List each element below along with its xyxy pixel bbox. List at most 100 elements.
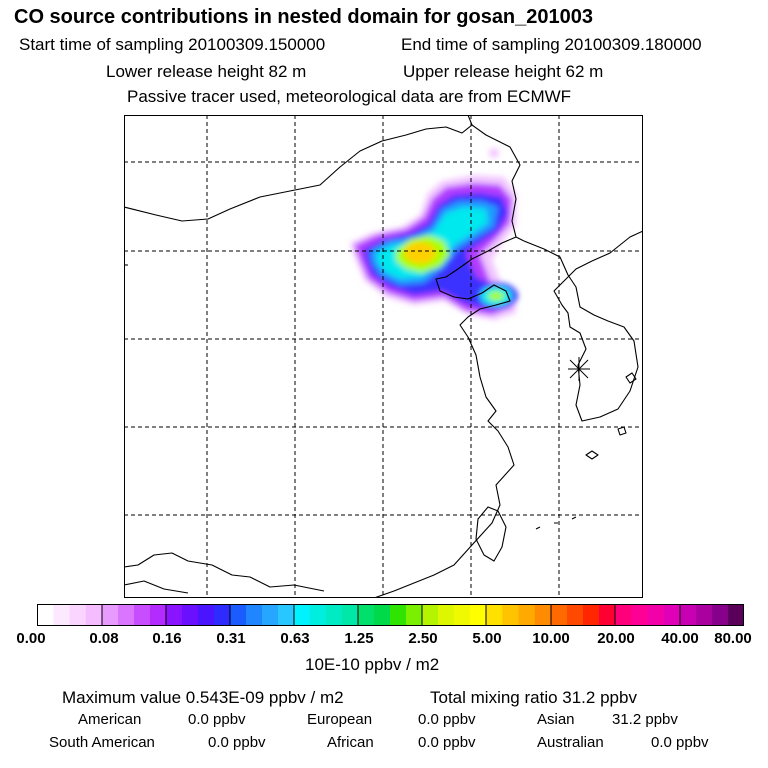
colorbar-swatch (102, 604, 119, 626)
colorbar-swatch (182, 604, 199, 626)
colorbar-label: 0.08 (89, 630, 119, 647)
colorbar-swatch (246, 604, 263, 626)
colorbar-swatch (150, 604, 167, 626)
colorbar-swatch (583, 604, 600, 626)
lower-release-label: Lower release height 82 m (106, 62, 307, 81)
region-value: 0.0 ppbv (418, 711, 476, 728)
colorbar-swatch (406, 604, 423, 626)
region-name: South American (49, 734, 155, 751)
colorbar-label: 80.00 (714, 630, 752, 647)
colorbar-swatch (712, 604, 729, 626)
region-name: Australian (537, 734, 604, 751)
map-panel (124, 115, 643, 598)
colorbar-swatch (166, 604, 183, 626)
colorbar-swatch (728, 604, 744, 626)
region-value: 0.0 ppbv (651, 734, 709, 751)
colorbar-label: 0.00 (16, 630, 46, 647)
colorbar-swatch (230, 604, 247, 626)
start-time-label: Start time of sampling 20100309.150000 (19, 35, 326, 54)
interior-boundary (124, 552, 325, 592)
korea-coast (523, 240, 639, 422)
colorbar-swatch (69, 604, 87, 626)
graticule (124, 115, 643, 598)
colorbar-label: 0.16 (152, 630, 182, 647)
colorbar-label: 5.00 (472, 630, 502, 647)
colorbar-swatch (647, 604, 665, 626)
plume-speck (489, 148, 499, 158)
colorbar-swatch (214, 604, 231, 626)
colorbar-swatch (37, 604, 54, 626)
colorbar-label: 10.00 (532, 630, 570, 647)
coastlines (124, 115, 643, 598)
map-frame (124, 115, 643, 598)
colorbar-swatch (486, 604, 503, 626)
taiwan-island (475, 506, 507, 562)
colorbar-label: 20.00 (597, 630, 635, 647)
upper-release-label: Upper release height 62 m (403, 62, 604, 81)
colorbar-swatch (342, 604, 359, 626)
colorbar-swatch (422, 604, 439, 626)
colorbar-swatch (390, 604, 407, 626)
region-value: 31.2 ppbv (612, 711, 678, 728)
interior-boundary-2 (124, 580, 189, 594)
korea-north-coast (591, 230, 643, 262)
colorbar-swatch (567, 604, 584, 626)
colorbar-swatch (374, 604, 391, 626)
colorbar-swatch (631, 604, 649, 626)
colorbar-swatch (53, 604, 71, 626)
region-value: 0.0 ppbv (418, 734, 476, 751)
colorbar-swatch (438, 604, 455, 626)
region-value: 0.0 ppbv (188, 711, 246, 728)
plume-sd-core (488, 291, 504, 301)
plot-title: CO source contributions in nested domain… (14, 6, 594, 28)
colorbar-swatch (118, 604, 135, 626)
colorbar-frame (37, 604, 744, 626)
colorbar-swatch (696, 604, 713, 626)
colorbar-swatch (663, 604, 681, 626)
colorbar-swatch (278, 604, 295, 626)
colorbar-swatch (134, 604, 151, 626)
tracer-note: Passive tracer used, meteorological data… (127, 87, 572, 106)
jeju-island (585, 450, 599, 460)
colorbar-label: 40.00 (661, 630, 699, 647)
colorbar-swatch (294, 604, 311, 626)
colorbar-swatch (518, 604, 536, 626)
region-name: African (327, 734, 374, 751)
colorbar-swatch (534, 604, 552, 626)
colorbar-swatch (599, 604, 616, 626)
border-ne (471, 124, 525, 242)
ryukyu-islets (535, 516, 577, 530)
border-north (124, 115, 473, 222)
total-mixing-ratio: Total mixing ratio 31.2 ppbv (430, 688, 637, 707)
bohai-coast (373, 236, 517, 598)
colorbar-swatch (454, 604, 471, 626)
asterisk-icon (568, 357, 590, 381)
region-value: 0.0 ppbv (208, 734, 266, 751)
colorbar-swatch (470, 604, 487, 626)
colorbar-swatch (502, 604, 520, 626)
japan-islet-2 (617, 426, 627, 436)
colorbar-swatch (326, 604, 343, 626)
japan-islet-1 (625, 372, 637, 384)
colorbar-swatch (310, 604, 327, 626)
maximum-value: Maximum value 0.543E-09 ppbv / m2 (62, 688, 344, 707)
colorbar-label: 0.31 (216, 630, 246, 647)
colorbar-swatch (358, 604, 375, 626)
colorbar-unit: 10E-10 ppbv / m2 (305, 655, 440, 674)
plume-layer (350, 148, 518, 320)
region-name: European (307, 711, 373, 728)
colorbar-swatch (680, 604, 697, 626)
region-name: Asian (537, 711, 575, 728)
colorbar-swatch (615, 604, 632, 626)
plume-core (404, 242, 436, 264)
region-name: American (78, 711, 142, 728)
colorbar-swatch (262, 604, 279, 626)
colorbar-swatch (85, 604, 103, 626)
end-time-label: End time of sampling 20100309.180000 (401, 35, 702, 54)
colorbar-swatch (198, 604, 215, 626)
colorbar-label: 0.63 (280, 630, 310, 647)
colorbar (37, 604, 744, 626)
colorbar-label: 2.50 (408, 630, 438, 647)
colorbar-swatch (551, 604, 568, 626)
colorbar-label: 1.25 (344, 630, 374, 647)
